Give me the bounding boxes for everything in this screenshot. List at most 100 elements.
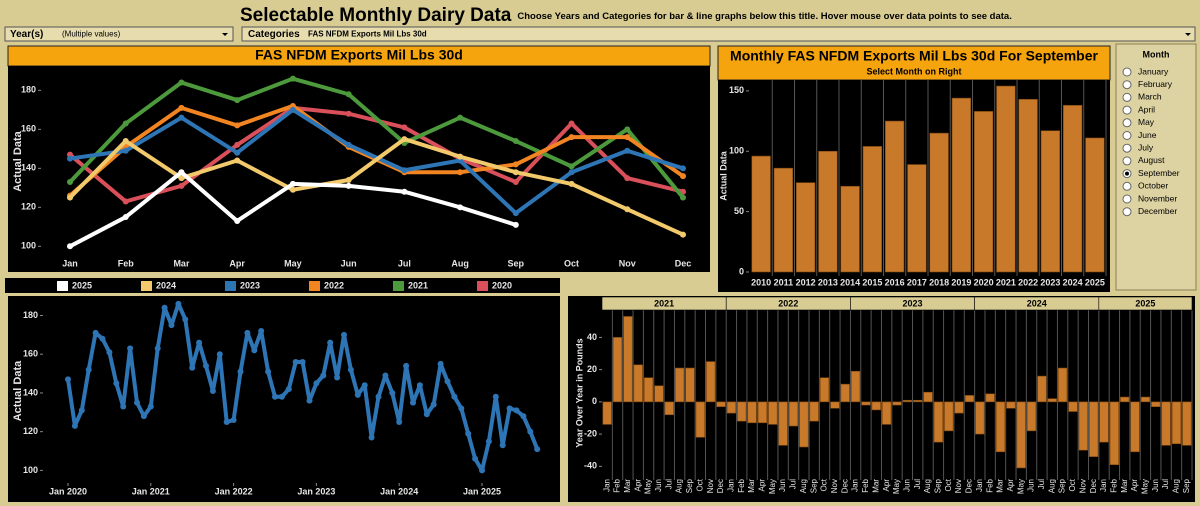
point: [512, 138, 519, 145]
point: [506, 405, 513, 412]
point: [568, 180, 575, 187]
month-option[interactable]: December: [1138, 206, 1177, 216]
legend-swatch: [141, 281, 152, 291]
month-option[interactable]: February: [1138, 79, 1173, 89]
y-tick-label: 120: [21, 202, 36, 212]
point: [175, 300, 182, 307]
month-option[interactable]: March: [1138, 92, 1162, 102]
y-tick-label: -40: [584, 461, 597, 471]
x-tick-label: Oct: [695, 478, 704, 491]
group-header: [1098, 296, 1193, 311]
x-tick-label: Sep: [1182, 478, 1191, 493]
point: [178, 114, 185, 121]
point: [568, 163, 575, 170]
x-tick-label: Dec: [1089, 479, 1098, 493]
point: [140, 413, 147, 420]
point: [345, 91, 352, 98]
point: [299, 358, 306, 365]
month-option[interactable]: October: [1138, 181, 1168, 191]
radio[interactable]: [1122, 156, 1132, 166]
point: [624, 134, 631, 141]
month-option[interactable]: January: [1138, 66, 1169, 76]
x-tick-label: Aug: [799, 479, 808, 493]
legend-swatch: [309, 281, 320, 291]
x-tick-label: Feb: [985, 478, 994, 492]
point: [196, 339, 203, 346]
radio[interactable]: [1122, 80, 1132, 90]
x-tick-label: Apr: [758, 479, 767, 492]
y-tick-label: 100: [21, 241, 36, 251]
month-option[interactable]: September: [1138, 168, 1180, 178]
point: [209, 388, 216, 394]
radio[interactable]: [1122, 105, 1132, 115]
x-tick-label: Jan 2025: [463, 486, 501, 496]
point: [289, 180, 296, 187]
x-tick-label: Dec: [840, 479, 849, 493]
x-tick-label: Dec: [675, 258, 692, 268]
bar: [751, 155, 771, 273]
bar: [737, 401, 747, 422]
point: [182, 316, 189, 323]
x-tick-label: Jan: [975, 479, 984, 492]
line: [68, 76, 685, 199]
x-tick-label: Feb: [737, 478, 746, 492]
month-option[interactable]: April: [1138, 104, 1155, 114]
bar: [664, 401, 674, 416]
point: [451, 393, 458, 400]
month-option[interactable]: June: [1138, 130, 1157, 140]
point: [527, 428, 534, 435]
bar: [1120, 396, 1130, 403]
point: [512, 221, 519, 228]
y-tick-label: 140: [23, 387, 38, 397]
radio[interactable]: [1122, 207, 1132, 217]
x-tick-label: Oct: [944, 478, 953, 491]
x-tick-label: Dec: [965, 479, 974, 493]
point: [457, 169, 464, 176]
point: [512, 210, 519, 217]
x-tick-label: 2013: [818, 277, 838, 287]
bar: [799, 401, 809, 448]
x-tick-label: Aug: [675, 479, 684, 493]
x-tick-label: Apr: [1130, 479, 1139, 492]
radio[interactable]: [1122, 118, 1132, 128]
bar: [674, 367, 685, 403]
radio[interactable]: [1122, 131, 1132, 140]
radio[interactable]: [1122, 67, 1132, 77]
bar: [1016, 401, 1026, 469]
bar: [840, 185, 860, 273]
x-tick-label: Jan 2020: [49, 486, 87, 496]
point: [401, 124, 408, 131]
point: [234, 157, 241, 164]
point: [237, 368, 244, 375]
x-tick-label: 2012: [796, 277, 816, 287]
month-option[interactable]: November: [1138, 193, 1177, 203]
point: [122, 120, 129, 127]
x-tick-label: Nov: [706, 479, 715, 493]
point: [223, 418, 230, 425]
point: [430, 401, 437, 408]
radio[interactable]: [1122, 181, 1132, 191]
point: [401, 136, 408, 143]
radio[interactable]: [1122, 143, 1132, 153]
category-filter[interactable]: [241, 26, 1196, 42]
month-option[interactable]: May: [1138, 117, 1155, 127]
bar: [1161, 401, 1171, 446]
point: [513, 407, 520, 414]
month-option[interactable]: August: [1138, 155, 1165, 165]
legend-swatch: [57, 281, 68, 291]
x-tick-label: 2022: [1018, 277, 1038, 287]
x-tick-label: 2023: [1040, 277, 1060, 287]
bar: [850, 370, 861, 403]
x-tick-label: Jan: [602, 479, 611, 492]
month-option[interactable]: July: [1138, 142, 1154, 152]
radio[interactable]: [1122, 194, 1132, 204]
bar: [1099, 401, 1109, 443]
x-tick-label: 2019: [951, 277, 971, 287]
point: [512, 178, 519, 185]
bar: [633, 364, 643, 403]
radio[interactable]: [1122, 92, 1132, 102]
x-tick-label: Jul: [789, 479, 798, 489]
point: [272, 393, 278, 400]
year-filter[interactable]: [4, 26, 234, 42]
bar: [871, 401, 881, 411]
